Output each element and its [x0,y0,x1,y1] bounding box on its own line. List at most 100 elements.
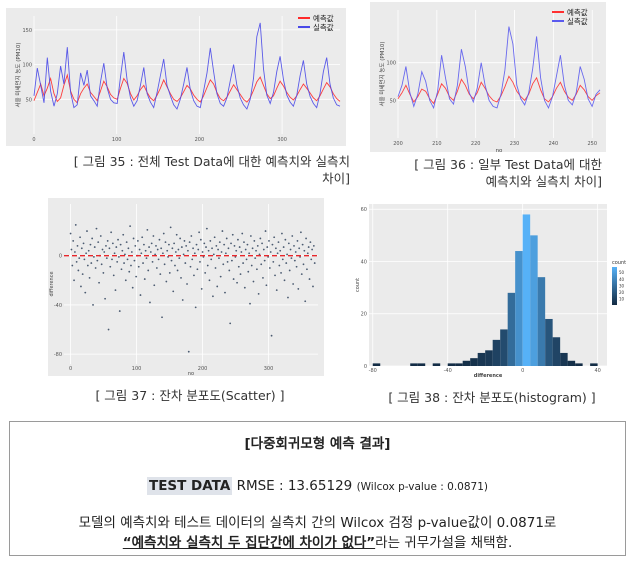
scatter-point [118,256,120,258]
scatter-point [182,253,185,256]
histogram-bar [552,337,561,366]
scatter-point [246,243,249,246]
scatter-point [264,230,267,232]
scatter-point [229,322,232,325]
colorbar-tick: 20 [619,290,625,295]
scatter-point [210,258,213,261]
x-tick-label: 0 [521,368,524,374]
x-tick-label: 200 [195,137,205,143]
scatter-point [83,258,86,261]
scatter-point [187,350,190,353]
scatter-point [194,306,197,309]
scatter-point [107,328,110,331]
scatter-point [284,238,287,241]
fig38-caption: [ 그림 38 : 잔차 분포도(histogram) ] [388,390,596,405]
scatter-point [195,243,198,246]
scatter-point [85,252,88,255]
scatter-point [247,270,250,273]
scatter-point [137,265,140,268]
x-tick-label: 0 [32,137,35,143]
scatter-point [177,248,180,251]
fig36-caption-line1: [ 그림 36 : 일부 Test Data에 대한 [414,157,602,172]
histogram-bar [470,358,478,366]
scatter-point [237,238,239,241]
histogram-bar [560,352,568,366]
scatter-point [289,248,292,251]
scatter-point [225,237,228,240]
y-axis-label: 서울 미세먼지 농도 (PM10) [14,42,22,107]
scatter-point [256,244,259,247]
histogram-bar [537,277,546,366]
scatter-point [87,249,90,252]
histogram-bar [530,235,538,366]
scatter-point [96,259,99,262]
scatter-point [277,241,280,244]
scatter-point [168,272,171,274]
scatter-point [268,267,271,269]
scatter-point [95,227,98,230]
scatter-point [312,244,315,247]
scatter-point [282,246,285,248]
y-tick-label: 40 [361,259,367,265]
scatter-point [150,242,153,245]
scatter-point [172,290,175,293]
scatter-point [311,248,314,251]
scatter-point [127,247,130,250]
scatter-point [82,242,85,245]
scatter-point [105,244,107,247]
scatter-point [171,247,174,250]
x-tick-label: 300 [264,366,274,372]
y-tick-label: -40 [54,303,62,309]
scatter-point [176,269,179,272]
scatter-point [304,300,307,303]
scatter-point [308,278,311,280]
y-tick-label: 0 [364,364,367,370]
scatter-point [290,257,293,260]
scatter-point [244,248,247,251]
colorbar-tick: 10 [619,296,625,301]
scatter-point [124,279,127,282]
scatter-point [198,231,201,234]
scatter-point [280,272,282,274]
scatter-point [274,274,276,277]
scatter-point [97,241,100,244]
scatter-point [138,248,141,251]
legend-label-2: 실측값 [567,16,588,26]
scatter-point [132,237,135,240]
scatter-point [224,291,226,294]
scatter-point [184,262,187,264]
scatter-point [109,265,112,268]
y-tick-label: 50 [390,98,396,104]
scatter-point [167,256,169,258]
scatter-point [238,246,241,248]
scatter-point [179,237,182,240]
scatter-point [271,243,274,246]
colorbar-tick: 40 [619,277,625,282]
scatter-point [193,252,196,255]
scatter-point [188,241,191,244]
scatter-point [260,263,263,266]
fig35-caption-line1: [ 그림 35 : 전체 Test Data에 대한 예측치와 실측치 [73,154,350,169]
histogram-bar [507,292,516,366]
fig36-panel: 50 100 200 210 220 230 240 250 서울 미세먼지 농도 (PM10)… [370,2,606,154]
scatter-point [270,334,273,337]
histogram-bar [575,363,583,366]
plot-area [369,204,607,366]
scatter-point [80,285,82,288]
scatter-point [243,241,245,244]
scatter-point [130,251,133,253]
scatter-point [268,240,270,242]
scatter-point [212,295,214,298]
fig35-panel: 50 100 150 0 100 200 300 서울 미세먼지 농도 (PM10) 예측값 실측… [6,8,346,146]
scatter-point [300,231,302,234]
scatter-point [125,241,128,244]
scatter-point [283,279,286,282]
scatter-point [180,246,183,248]
y-tick-label: 0 [59,254,62,260]
scatter-point [149,251,152,253]
histogram-bar [410,363,418,366]
scatter-point [102,272,105,274]
y-tick-label: 100 [22,63,32,69]
scatter-point [116,260,119,263]
scatter-point [98,281,100,284]
